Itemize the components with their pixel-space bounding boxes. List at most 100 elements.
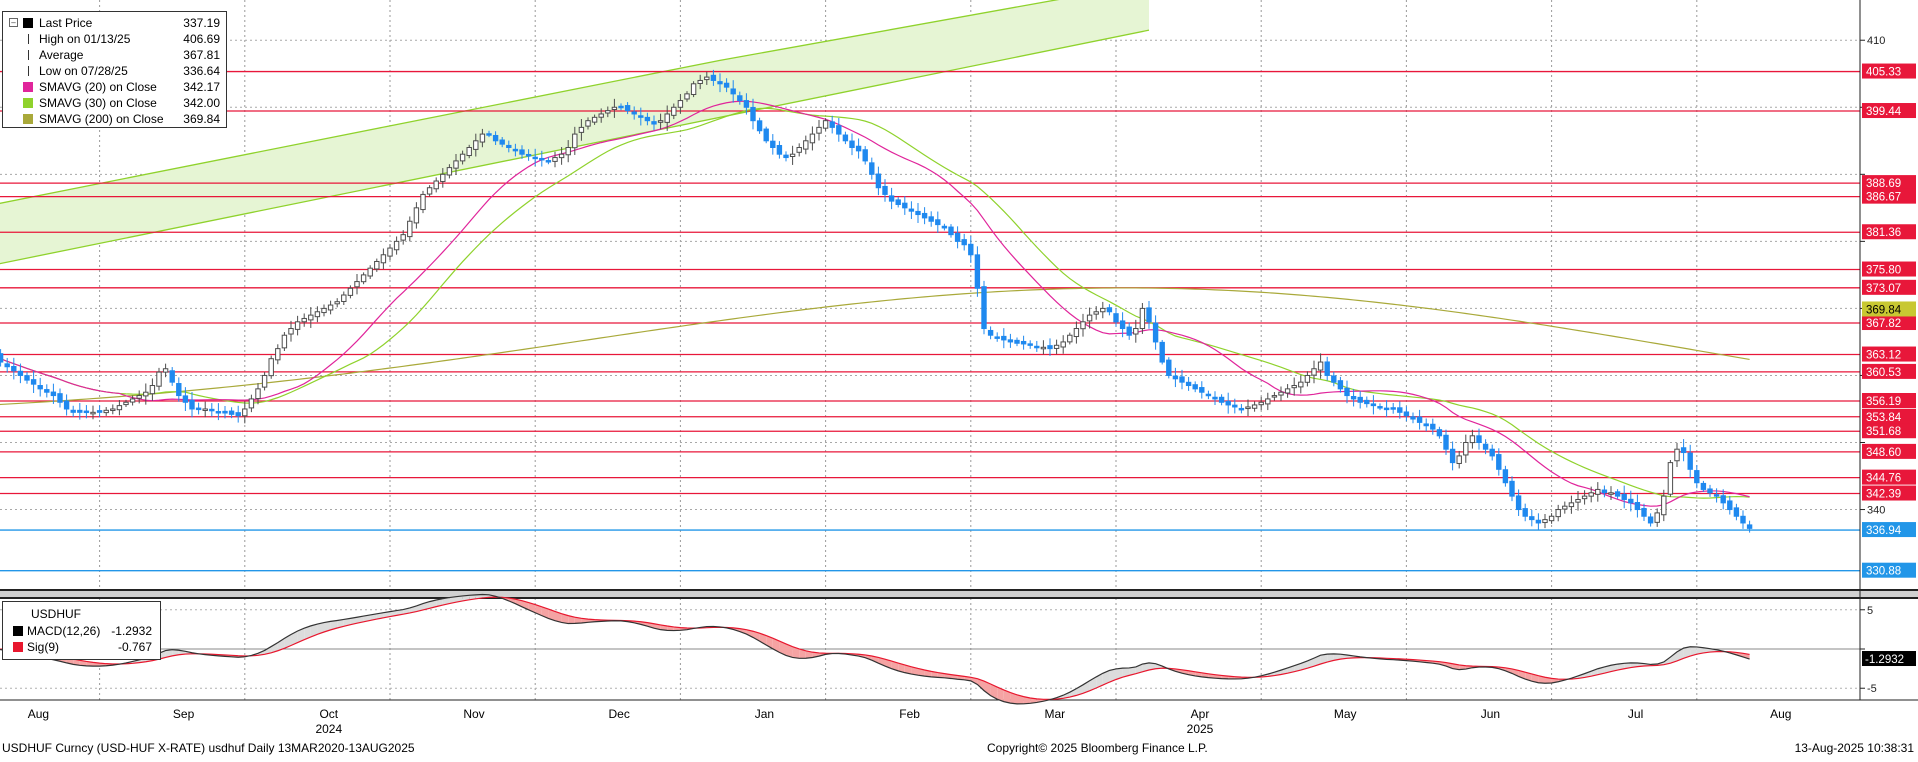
candle-body [177, 384, 181, 396]
candle-body [757, 121, 761, 131]
candle-body [1602, 490, 1606, 493]
candle-body [639, 116, 643, 118]
candle-body [1635, 503, 1639, 510]
candle-body [870, 163, 874, 174]
legend-value: 337.19 [183, 15, 220, 31]
candle-body [104, 410, 108, 412]
price-tag-text: 399.44 [1866, 106, 1902, 118]
candle-body [1312, 369, 1316, 375]
candle-body [804, 141, 808, 149]
candle-body [652, 122, 656, 124]
candle-body [1035, 346, 1039, 348]
macd-tag: -1.2932 [1862, 651, 1916, 666]
candle-body [1398, 408, 1402, 413]
price-axis-label: 410 [1867, 35, 1885, 47]
candle-body [1041, 347, 1045, 349]
level-tag: 351.68 [1862, 423, 1916, 438]
candle-body [1299, 382, 1303, 387]
candle-body [64, 401, 68, 409]
legend-value: 369.84 [183, 111, 220, 127]
level-tag: 381.36 [1862, 224, 1916, 239]
candle-body [1107, 308, 1111, 312]
candle-body [1424, 424, 1428, 426]
candle-body [678, 101, 682, 108]
candle-body [645, 117, 649, 120]
candle-body [137, 396, 141, 399]
candle-body [84, 411, 88, 413]
footer-copyright: Copyright© 2025 Bloomberg Finance L.P. [987, 741, 1208, 755]
price-tag-text: 373.07 [1866, 283, 1901, 295]
candle-body [427, 188, 431, 194]
macd-legend-label: Sig(9) [27, 639, 59, 655]
candle-body [784, 155, 788, 157]
candle-body [401, 235, 405, 240]
price-tag-text: 388.69 [1866, 178, 1901, 190]
candle-body [1536, 520, 1540, 523]
candle-body [322, 308, 326, 312]
candle-body [1490, 449, 1494, 456]
candle-body [12, 367, 16, 371]
candle-body [1688, 453, 1692, 469]
candle-body [130, 399, 134, 402]
candle-body [533, 157, 537, 159]
legend-label: Low on 07/28/25 [39, 63, 128, 79]
candle-body [282, 335, 286, 348]
candle-body [559, 154, 563, 157]
candle-body [856, 146, 860, 151]
candle-body [1332, 376, 1336, 382]
candle-body [1444, 435, 1448, 449]
candle-body [58, 394, 62, 403]
candle-body [315, 312, 319, 317]
candle-body [144, 392, 148, 396]
candle-body [0, 354, 3, 362]
candle-body [949, 227, 953, 235]
month-label: Oct [319, 707, 338, 721]
candle-body [889, 196, 893, 201]
candle-body [1054, 345, 1058, 348]
candle-body [1589, 493, 1593, 496]
candle-body [18, 371, 22, 375]
candle-body [1721, 496, 1725, 503]
candle-body [1015, 340, 1019, 343]
month-label: Feb [899, 707, 920, 721]
legend-swatch [23, 98, 33, 108]
candle-body [447, 168, 451, 175]
candle-body [441, 174, 445, 181]
price-tag-text: 348.60 [1866, 447, 1901, 459]
legend-value: 367.81 [183, 47, 220, 63]
month-label: Jun [1481, 707, 1500, 721]
candle-body [526, 154, 530, 156]
candle-body [1325, 362, 1329, 375]
candle-body [1114, 314, 1118, 322]
month-label: Nov [463, 707, 484, 721]
candle-body [216, 412, 220, 414]
candle-body [91, 412, 95, 414]
candle-body [1094, 312, 1098, 314]
candle-body [513, 149, 517, 151]
candle-body [1028, 344, 1032, 346]
candle-body [1200, 388, 1204, 393]
candle-body [1219, 397, 1223, 402]
legend-value: 406.69 [183, 31, 220, 47]
macd-tag-text: -1.2932 [1865, 654, 1904, 666]
candle-body [97, 411, 101, 413]
candle-body [698, 80, 702, 83]
candle-body [705, 77, 709, 79]
candle-body [777, 146, 781, 155]
price-tag-text: 369.84 [1866, 304, 1902, 316]
candle-body [1530, 517, 1534, 520]
candle-body [355, 282, 359, 287]
candle-body [1675, 449, 1679, 461]
candle-body [309, 315, 313, 320]
candle-body [1615, 492, 1619, 496]
level-tag: 373.07 [1862, 280, 1916, 295]
legend-collapse-icon[interactable]: – [9, 18, 18, 27]
candle-body [1239, 408, 1243, 410]
candle-body [1609, 493, 1613, 495]
candle-body [1483, 444, 1487, 449]
candle-body [1305, 375, 1309, 382]
macd-axis-label: -5 [1867, 683, 1877, 695]
candle-body [731, 89, 735, 94]
candle-body [691, 84, 695, 95]
